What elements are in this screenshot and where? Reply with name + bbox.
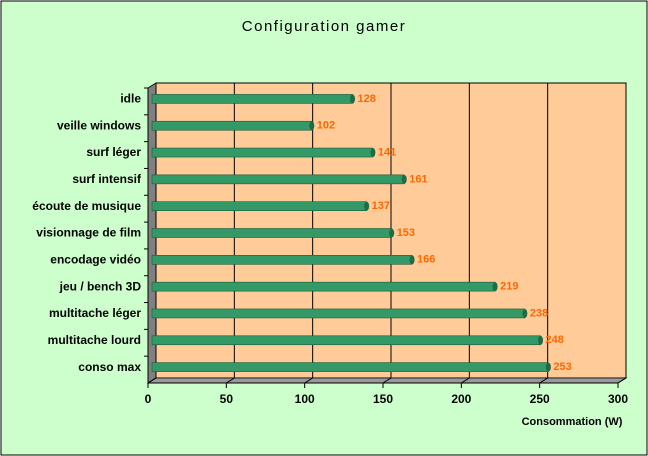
grid-line-floor	[147, 377, 157, 384]
bar-cap	[364, 201, 370, 211]
bar	[151, 228, 392, 238]
bar-cap	[522, 308, 528, 318]
x-tick-label: 100	[295, 392, 315, 406]
value-label: 137	[372, 200, 390, 212]
y-tick-label: jeu / bench 3D	[59, 279, 142, 293]
value-label: 248	[546, 334, 564, 346]
bar	[151, 174, 405, 185]
x-tick-label: 0	[145, 392, 152, 406]
bar-cap	[492, 282, 498, 292]
bar	[151, 335, 541, 346]
y-tick-label: multitache lourd	[48, 333, 141, 347]
y-tick-label: conso max	[78, 360, 141, 374]
bar-cap	[401, 174, 407, 184]
value-label: 161	[409, 173, 427, 185]
bar	[151, 120, 313, 131]
value-label: 238	[530, 307, 548, 319]
grid-line-floor	[304, 377, 313, 384]
bar	[151, 255, 413, 265]
x-tick-label: 200	[451, 392, 471, 406]
y-tick-label: veille windows	[57, 118, 141, 132]
value-label: 141	[378, 146, 396, 158]
chart-title: Configuration gamer	[242, 18, 406, 35]
grid-line-floor	[382, 377, 392, 384]
x-tick-label: 150	[373, 392, 393, 406]
bar-cap	[538, 335, 544, 345]
bar	[151, 308, 526, 319]
x-tick-label: 50	[220, 392, 234, 406]
bar-cap	[350, 94, 356, 104]
grid-line-floor	[226, 377, 235, 384]
bar-cap	[370, 148, 376, 158]
y-tick-label: visionnage de film	[36, 226, 141, 240]
y-tick-label: surf léger	[86, 145, 141, 159]
y-tick-label: idle	[120, 92, 141, 106]
bar	[151, 201, 367, 211]
y-tick-label: encodage vidéo	[50, 252, 141, 266]
bar-cap	[309, 121, 315, 131]
bar-cap	[389, 228, 395, 238]
x-tick-label: 300	[608, 392, 628, 406]
grid-line-floor	[539, 377, 548, 384]
bar	[151, 362, 549, 372]
value-label: 128	[358, 93, 376, 105]
bar	[151, 94, 353, 104]
value-label: 219	[500, 281, 518, 293]
bar-cap	[409, 255, 415, 265]
bar	[151, 281, 496, 292]
y-tick-label: surf intensif	[72, 172, 142, 186]
grid-line-floor	[617, 377, 627, 384]
x-tick-label: 250	[530, 392, 550, 406]
value-label: 102	[317, 120, 335, 132]
y-tick-label: écoute de musique	[32, 199, 141, 213]
y-tick-label: multitache léger	[49, 306, 141, 320]
x-axis-title: Consommation (W)	[522, 416, 623, 428]
bar	[151, 147, 374, 158]
value-label: 253	[553, 361, 571, 373]
value-label: 166	[417, 254, 435, 266]
bar-cap	[545, 362, 551, 372]
grid-line-floor	[461, 377, 470, 384]
value-label: 153	[397, 227, 415, 239]
